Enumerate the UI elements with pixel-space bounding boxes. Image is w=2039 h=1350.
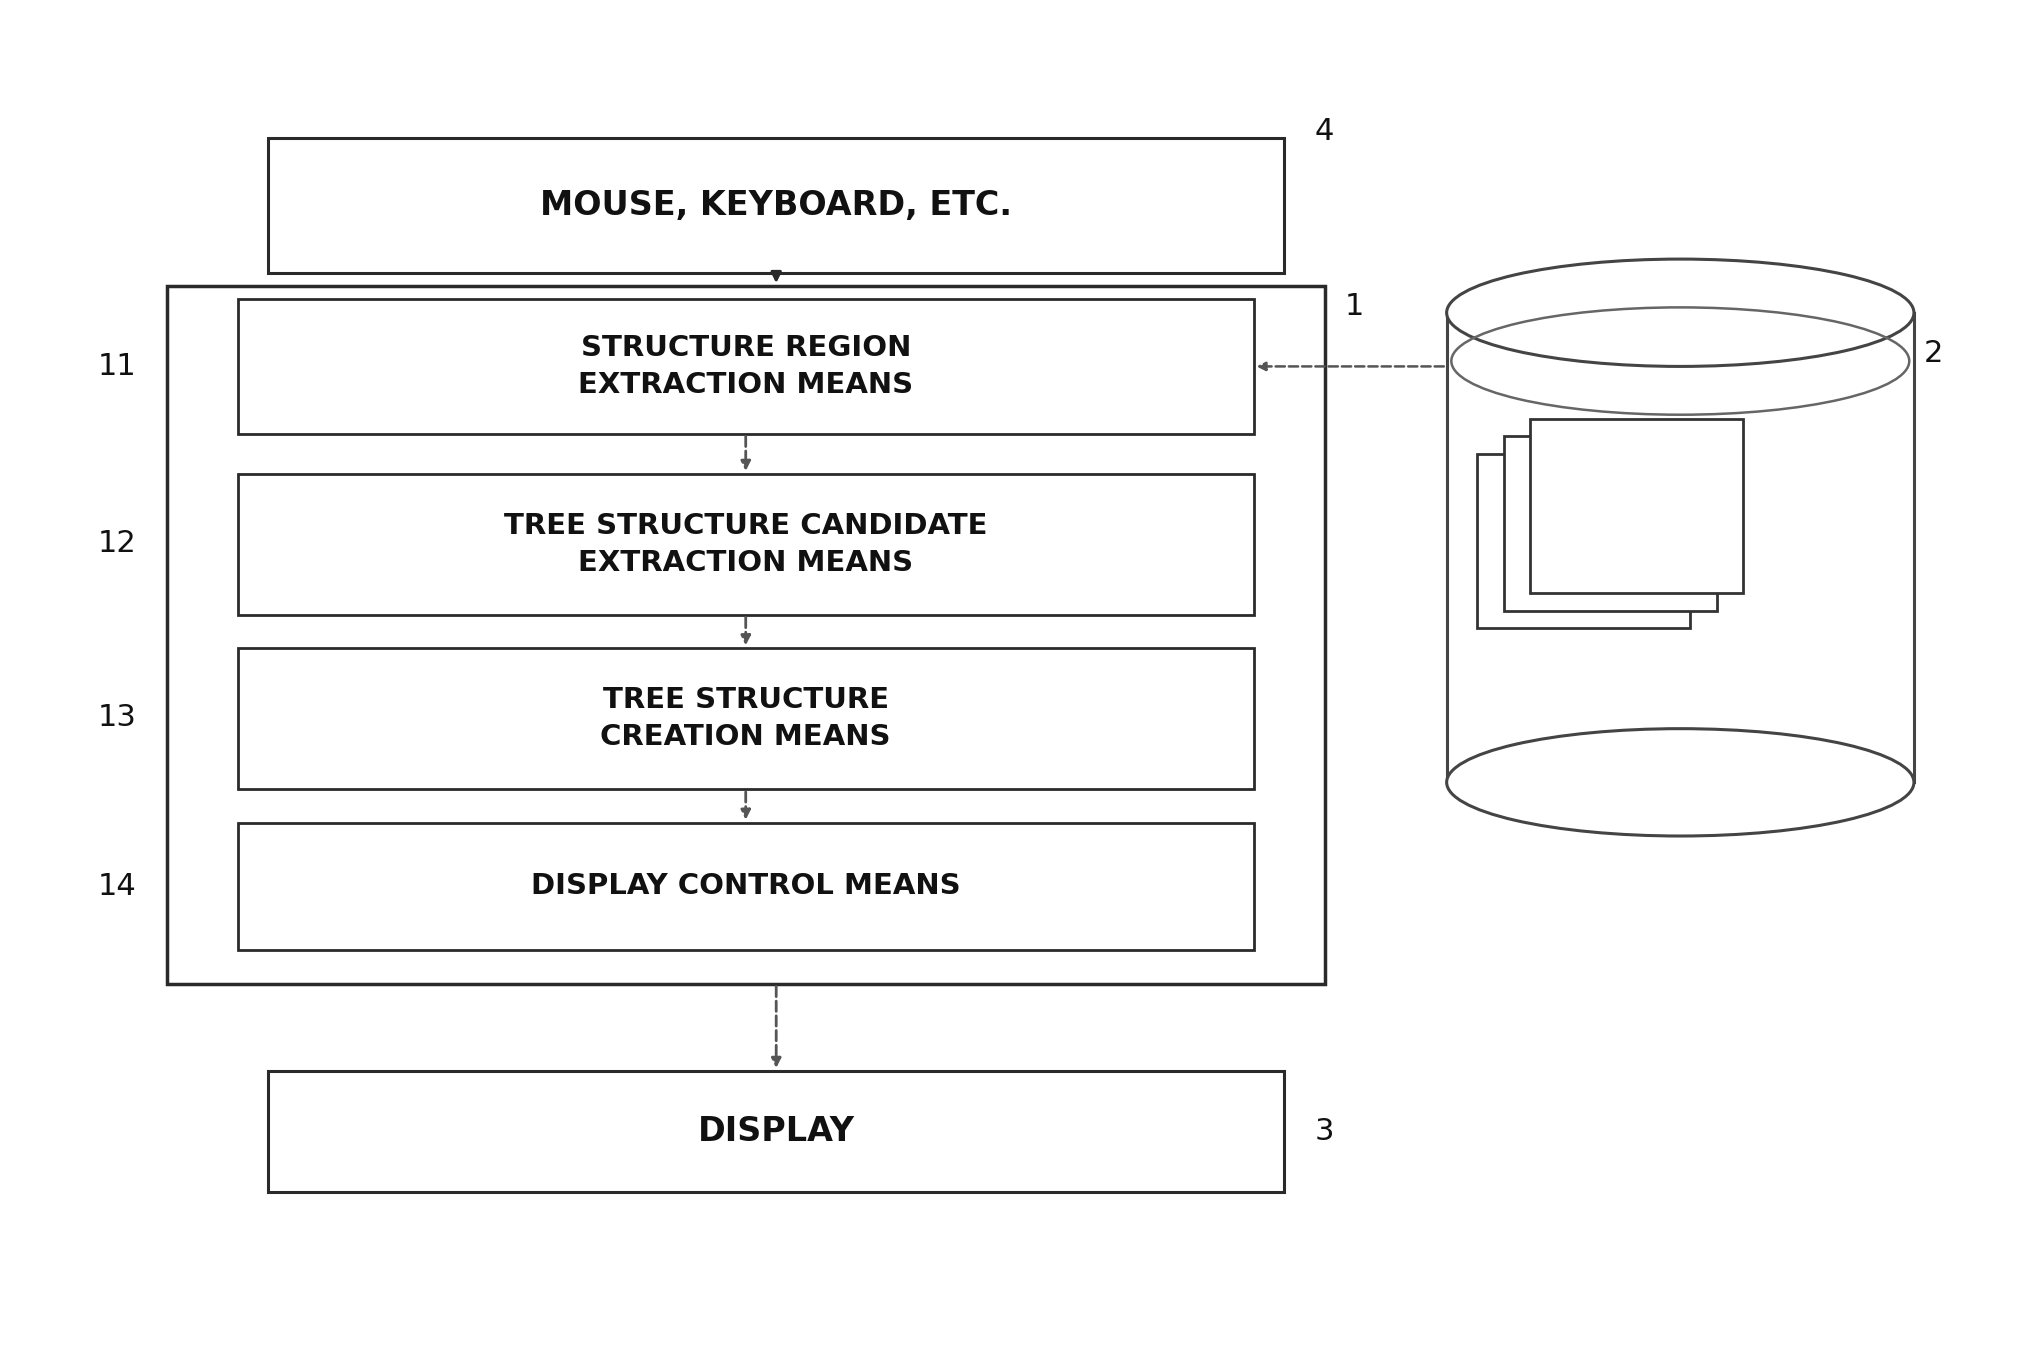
Text: 1: 1: [1344, 292, 1364, 320]
Text: 3: 3: [1313, 1116, 1334, 1146]
Text: DISPLAY CONTROL MEANS: DISPLAY CONTROL MEANS: [530, 872, 960, 900]
Text: 12: 12: [98, 529, 137, 558]
Bar: [239, 474, 1254, 614]
Bar: [1529, 418, 1743, 593]
Bar: [239, 822, 1254, 950]
Bar: [269, 138, 1283, 273]
Ellipse shape: [1446, 729, 1913, 836]
Text: 13: 13: [98, 703, 137, 733]
Bar: [167, 286, 1323, 984]
Text: 4: 4: [1313, 117, 1334, 146]
Bar: [239, 648, 1254, 788]
Text: 11: 11: [98, 352, 137, 381]
Bar: [1476, 454, 1690, 628]
Ellipse shape: [1446, 259, 1913, 366]
Text: 2: 2: [1923, 339, 1943, 367]
Text: STRUCTURE REGION
EXTRACTION MEANS: STRUCTURE REGION EXTRACTION MEANS: [577, 333, 913, 398]
Text: TREE STRUCTURE CANDIDATE
EXTRACTION MEANS: TREE STRUCTURE CANDIDATE EXTRACTION MEAN…: [504, 512, 987, 576]
Text: MOUSE, KEYBOARD, ETC.: MOUSE, KEYBOARD, ETC.: [540, 189, 1011, 221]
Text: DISPLAY: DISPLAY: [697, 1115, 854, 1148]
Bar: [1446, 313, 1913, 783]
Text: 14: 14: [98, 872, 137, 902]
Bar: [1503, 436, 1717, 610]
Bar: [269, 1071, 1283, 1192]
Ellipse shape: [1446, 259, 1913, 366]
Bar: [239, 300, 1254, 433]
Text: TREE STRUCTURE
CREATION MEANS: TREE STRUCTURE CREATION MEANS: [599, 686, 891, 751]
